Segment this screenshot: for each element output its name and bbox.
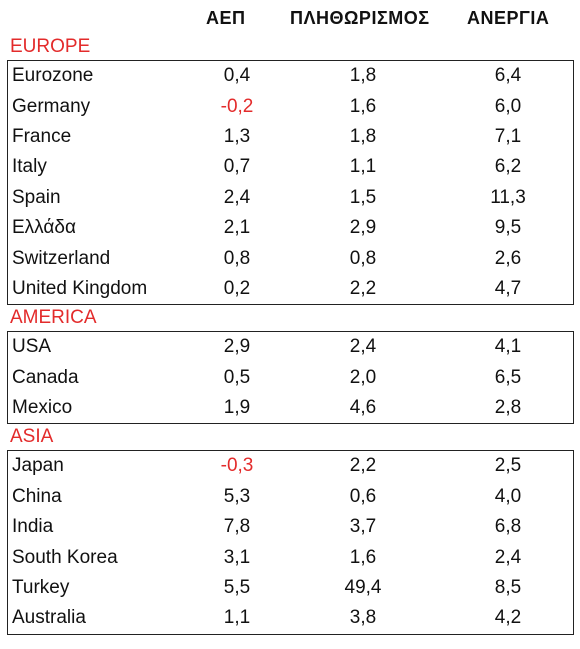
table-row: Switzerland 0,8 0,8 2,6: [8, 243, 573, 273]
unemployment-value: 11,3: [490, 186, 526, 208]
country-name: Spain: [12, 186, 61, 208]
table-row: Australia 1,1 3,8 4,2: [8, 603, 573, 633]
country-name: Australia: [12, 607, 86, 629]
table-row: Turkey 5,5 49,4 8,5: [8, 573, 573, 603]
table-row: USA 2,9 2,4 4,1: [8, 332, 573, 362]
gdp-value: 1,3: [223, 125, 251, 147]
table-row: Canada 0,5 2,0 6,5: [8, 363, 573, 393]
gdp-value: 5,3: [223, 485, 251, 507]
gdp-value: 7,8: [223, 516, 251, 538]
population-value: 2,0: [349, 366, 377, 388]
table-row: Eurozone 0,4 1,8 6,4: [8, 61, 573, 91]
population-value: 1,8: [349, 65, 377, 87]
unemployment-value: 4,1: [494, 336, 522, 358]
country-name: Italy: [12, 156, 47, 178]
table-row: Italy 0,7 1,1 6,2: [8, 152, 573, 182]
population-value: 0,8: [349, 247, 377, 269]
table-row: South Korea 3,1 1,6 2,4: [8, 542, 573, 572]
unemployment-value: 4,2: [494, 607, 522, 629]
unemployment-value: 8,5: [494, 577, 522, 599]
population-value: 2,2: [349, 277, 377, 299]
country-name: Ελλάδα: [12, 217, 76, 239]
unemployment-value: 9,5: [494, 217, 522, 239]
table-row: Ελλάδα 2,1 2,9 9,5: [8, 213, 573, 243]
country-name: Germany: [12, 95, 91, 117]
table-row: France 1,3 1,8 7,1: [8, 122, 573, 152]
population-value: 3,8: [349, 607, 377, 629]
unemployment-value: 4,0: [494, 485, 522, 507]
unemployment-value: 2,6: [494, 247, 522, 269]
country-name: Turkey: [12, 577, 70, 599]
gdp-value: 0,5: [223, 366, 251, 388]
unemployment-value: 2,4: [494, 546, 522, 568]
region-label: EUROPE: [10, 36, 91, 57]
country-name: Mexico: [12, 397, 73, 419]
table-row: Spain 2,4 1,5 11,3: [8, 183, 573, 213]
country-name: Eurozone: [12, 65, 94, 87]
country-name: Japan: [12, 455, 64, 477]
header-population: ΠΛΗΘΩΡΙΣΜΟΣ: [290, 8, 430, 28]
gdp-value: 3,1: [223, 546, 251, 568]
gdp-value: 2,9: [223, 336, 251, 358]
country-name: Canada: [12, 366, 79, 388]
country-name: USA: [12, 336, 52, 358]
population-value: 1,1: [349, 156, 377, 178]
region-group: Japan -0,3 2,2 2,5 China 5,3 0,6 4,0 India 7,8 3,7…: [7, 450, 574, 635]
country-name: Switzerland: [12, 247, 111, 269]
gdp-value: 0,2: [223, 277, 251, 299]
table-row: Mexico 1,9 4,6 2,8: [8, 393, 573, 423]
country-name: France: [12, 125, 72, 147]
header-gdp: ΑΕΠ: [206, 8, 246, 28]
gdp-value: 2,1: [223, 217, 251, 239]
gdp-value: -0,3: [220, 455, 254, 477]
gdp-value: 0,4: [223, 65, 251, 87]
gdp-value: -0,2: [220, 95, 254, 117]
population-value: 1,8: [349, 125, 377, 147]
population-value: 3,7: [349, 516, 377, 538]
gdp-value: 0,7: [223, 156, 251, 178]
country-name: South Korea: [12, 546, 118, 568]
gdp-value: 1,9: [223, 397, 251, 419]
table-row: Germany -0,2 1,6 6,0: [8, 91, 573, 121]
gdp-value: 0,8: [223, 247, 251, 269]
country-name: China: [12, 485, 62, 507]
table-row: China 5,3 0,6 4,0: [8, 482, 573, 512]
region-label: ASIA: [10, 426, 54, 448]
region-label: AMERICA: [10, 307, 97, 329]
population-value: 0,6: [349, 485, 377, 507]
economic-indicators-table: ΑΕΠ ΠΛΗΘΩΡΙΣΜΟΣ ΑΝΕΡΓΙΑ EUROPE Eurozone 0,…: [0, 0, 580, 635]
header-unemployment: ΑΝΕΡΓΙΑ: [467, 8, 550, 28]
gdp-value: 2,4: [223, 186, 251, 208]
column-header-row: ΑΕΠ ΠΛΗΘΩΡΙΣΜΟΣ ΑΝΕΡΓΙΑ: [0, 0, 580, 34]
gdp-value: 1,1: [223, 607, 251, 629]
unemployment-value: 6,2: [494, 156, 522, 178]
population-value: 2,9: [349, 217, 377, 239]
population-value: 2,2: [349, 455, 377, 477]
unemployment-value: 6,0: [494, 95, 522, 117]
country-name: India: [12, 516, 54, 538]
unemployment-value: 6,8: [494, 516, 522, 538]
regions-container: EUROPE Eurozone 0,4 1,8 6,4 Germany -0,2 1,6 6,0…: [0, 34, 580, 635]
population-value: 4,6: [349, 397, 377, 419]
region-group: USA 2,9 2,4 4,1 Canada 0,5 2,0 6,5 Mexico 1,9 4,6 2…: [7, 331, 574, 425]
unemployment-value: 6,5: [494, 366, 522, 388]
region-group: Eurozone 0,4 1,8 6,4 Germany -0,2 1,6 6,0 France…: [7, 60, 574, 306]
unemployment-value: 7,1: [494, 125, 522, 147]
population-value: 49,4: [344, 577, 382, 599]
table-row: India 7,8 3,7 6,8: [8, 512, 573, 542]
table-row: United Kingdom 0,2 2,2 4,7: [8, 274, 573, 304]
population-value: 1,5: [349, 186, 377, 208]
unemployment-value: 2,8: [494, 397, 522, 419]
gdp-value: 5,5: [223, 577, 251, 599]
unemployment-value: 6,4: [494, 65, 522, 87]
table-row: Japan -0,3 2,2 2,5: [8, 451, 573, 481]
population-value: 1,6: [349, 546, 377, 568]
unemployment-value: 4,7: [494, 277, 522, 299]
population-value: 2,4: [349, 336, 377, 358]
unemployment-value: 2,5: [494, 455, 522, 477]
country-name: United Kingdom: [12, 277, 148, 299]
population-value: 1,6: [349, 95, 377, 117]
